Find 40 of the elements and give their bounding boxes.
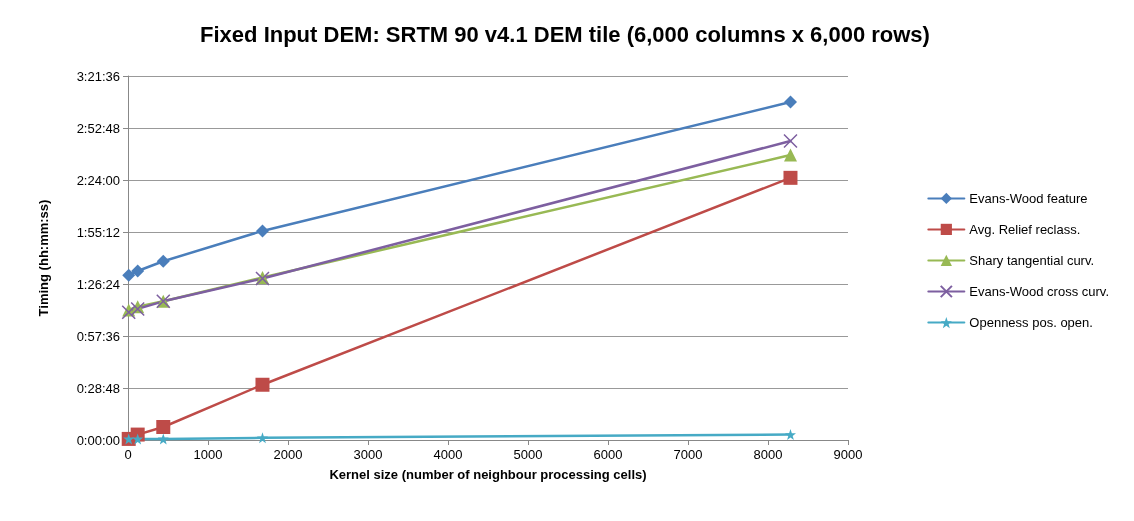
point [156, 420, 171, 434]
legend-label: Shary tangential curv. [969, 252, 1095, 268]
x-tick-label: 7000 [673, 447, 703, 462]
point [122, 268, 136, 282]
chart-title: Fixed Input DEM: SRTM 90 v4.1 DEM tile (6,000 columns x 6,000 rows) [200, 21, 930, 47]
x-axis-title: Kernel size (number of neighbour processing cells) [329, 467, 647, 482]
point [784, 429, 796, 441]
y-tick-label: 2:52:48 [76, 120, 120, 136]
legend-label: Openness pos. open. [969, 315, 1093, 331]
point [156, 254, 170, 268]
point [783, 148, 797, 162]
y-tick-label: 0:57:36 [76, 328, 120, 344]
point [783, 133, 798, 149]
point [157, 433, 169, 445]
point [783, 95, 797, 109]
legend-label: Avg. Relief reclass. [969, 221, 1081, 237]
y-tick-label: 0:28:48 [76, 380, 120, 396]
x-tick-label: 3000 [353, 447, 383, 462]
point [255, 377, 270, 392]
legend-label: Evans-Wood cross curv. [969, 284, 1110, 299]
x-tick-label: 8000 [753, 447, 783, 462]
point [255, 224, 269, 238]
x-tick-label: 2000 [273, 447, 303, 462]
y-axis-title: Timing (hh:mm:ss) [36, 199, 51, 317]
x-tick-label: 0 [124, 447, 132, 462]
x-tick-label: 5000 [513, 447, 543, 462]
y-tick-label: 1:55:12 [76, 224, 120, 240]
point [783, 170, 798, 185]
x-tick-label: 9000 [833, 447, 863, 462]
x-tick-label: 1000 [193, 447, 223, 462]
y-tick-label: 2:24:00 [76, 172, 120, 188]
y-tick-label: 3:21:36 [76, 68, 120, 84]
x-tick-label: 6000 [593, 447, 623, 462]
x-tick-label: 4000 [433, 447, 463, 462]
y-tick-label: 0:00:00 [76, 432, 120, 448]
y-tick-label: 1:26:24 [76, 276, 120, 292]
legend-label: Evans-Wood feature [969, 190, 1088, 206]
point [256, 432, 268, 444]
point [131, 264, 145, 278]
point [132, 433, 144, 445]
